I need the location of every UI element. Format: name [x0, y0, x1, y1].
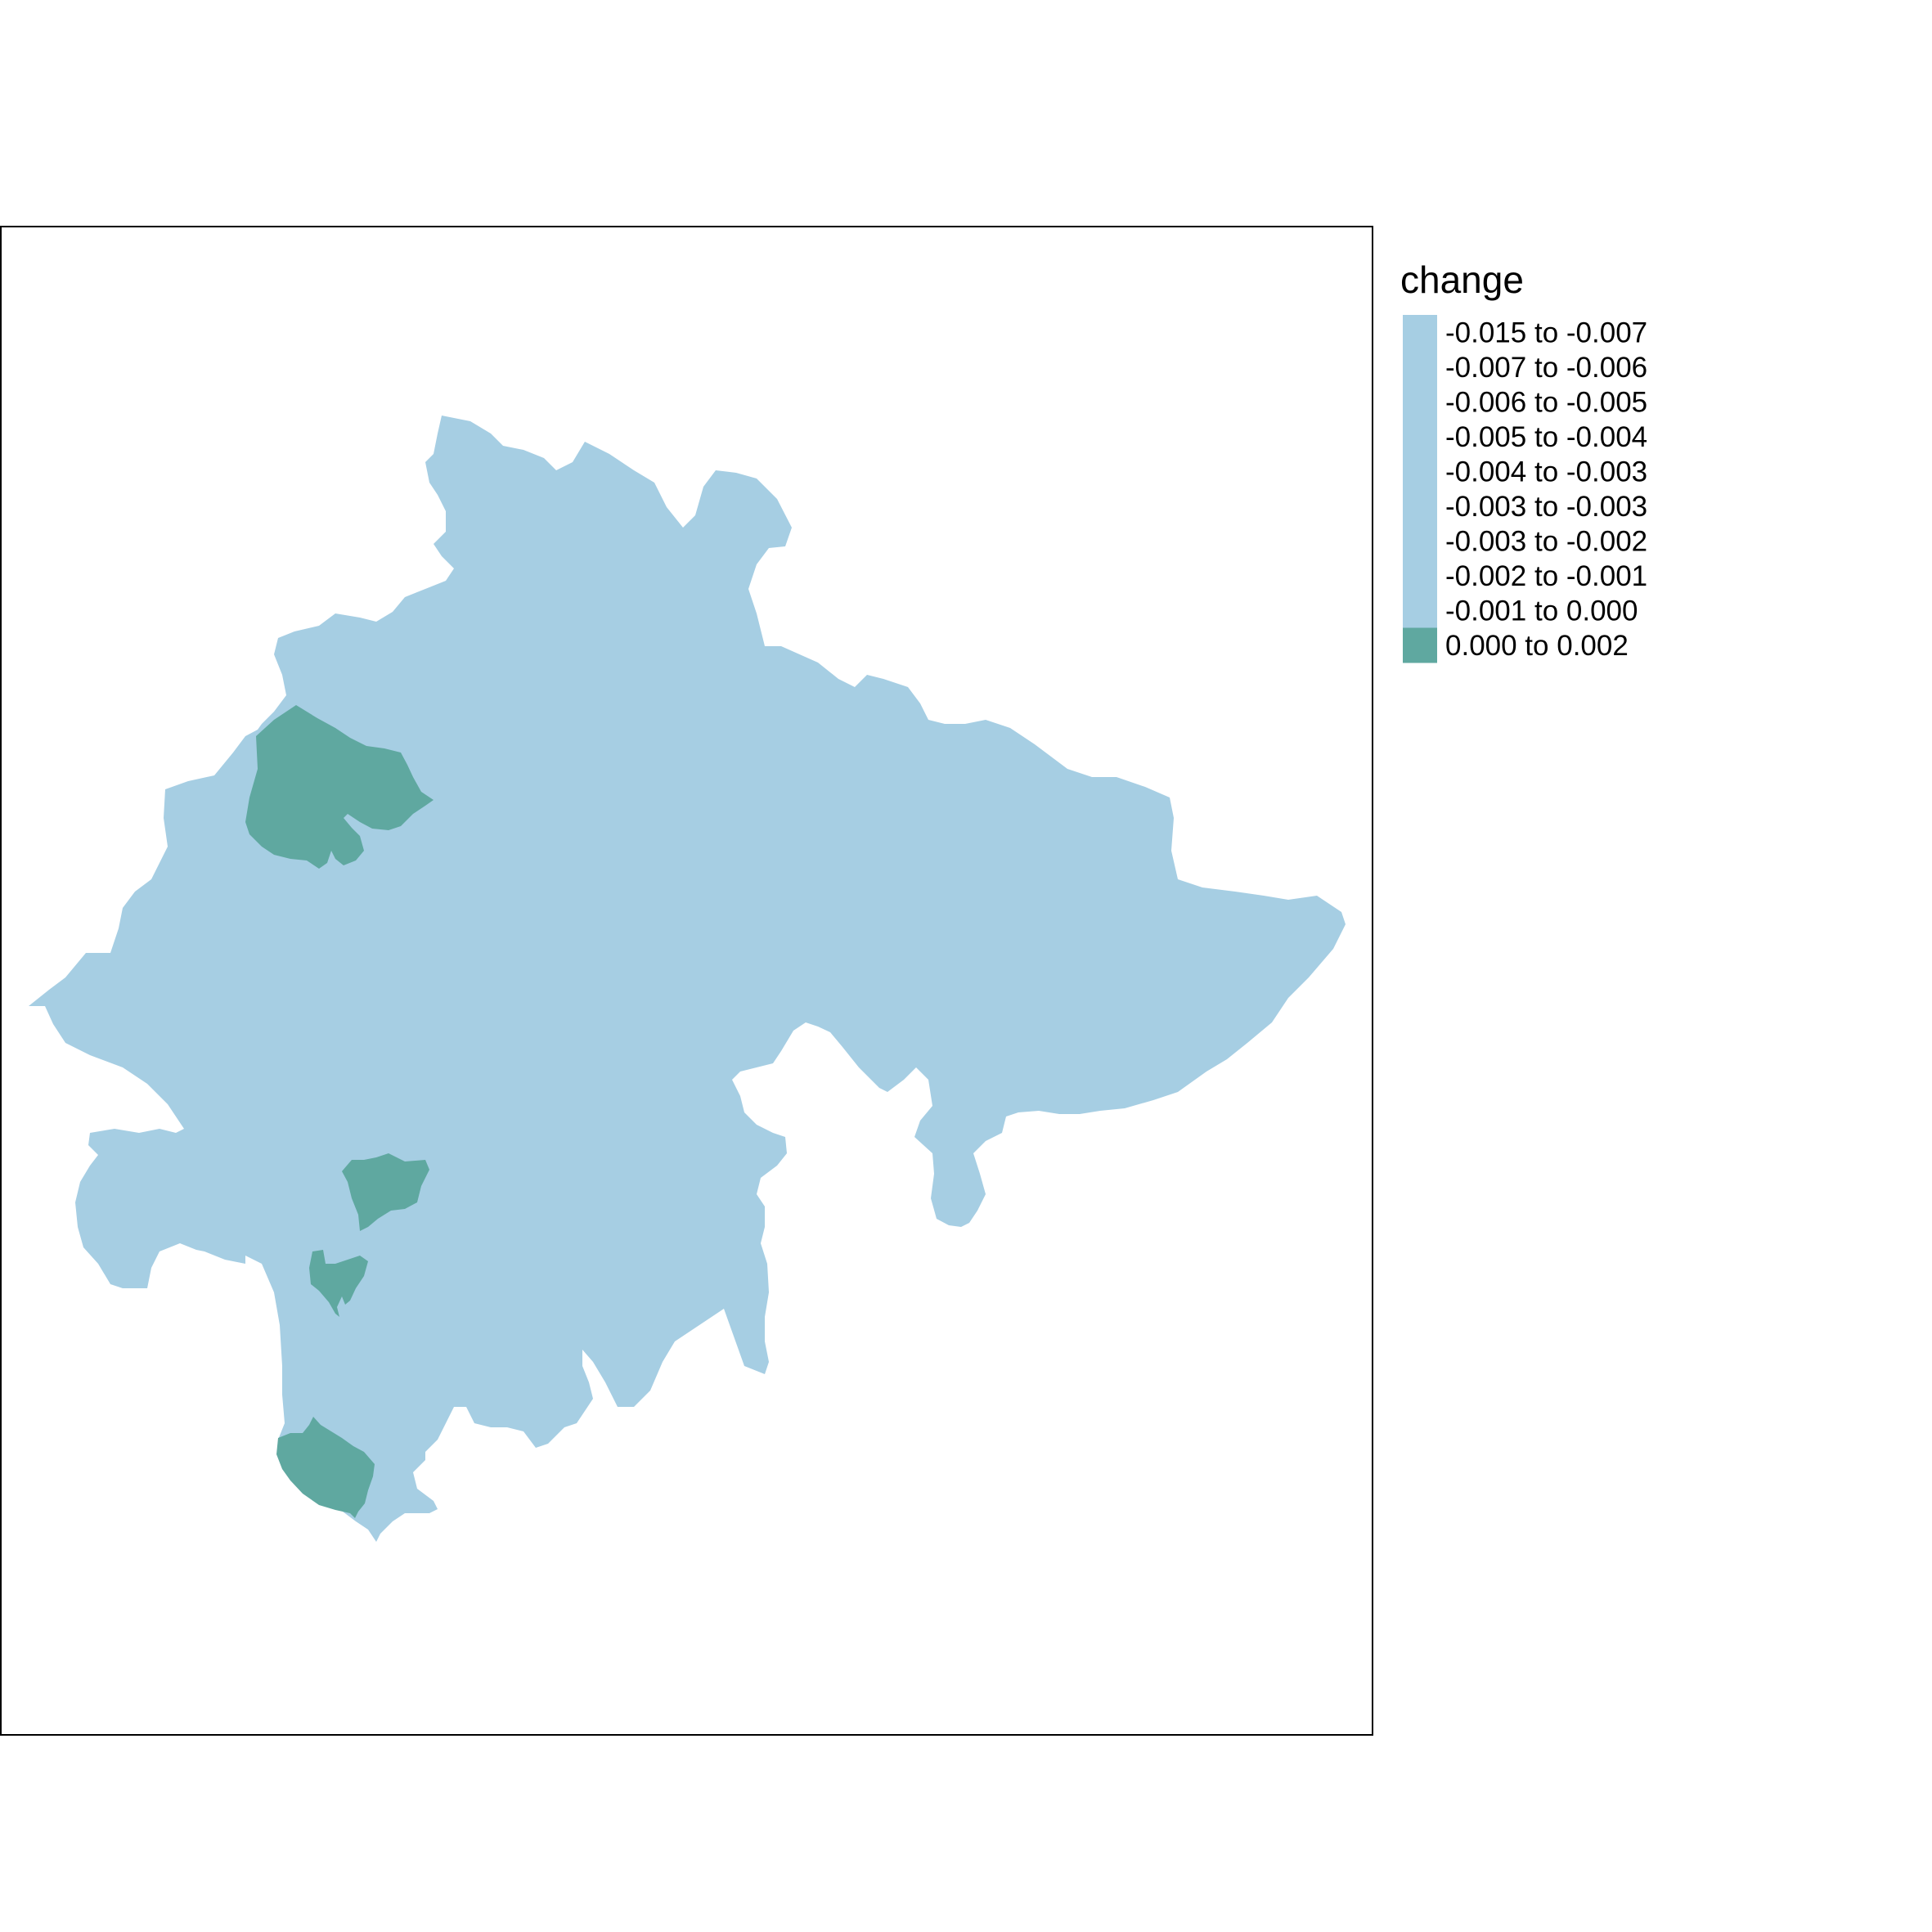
- legend-label-10: 0.000 to 0.002: [1445, 630, 1629, 662]
- legend-items: -0.015 to -0.007 -0.007 to -0.006-0.006 t…: [1403, 315, 1647, 663]
- legend-swatch-10: [1403, 627, 1437, 663]
- legend-title: change: [1400, 258, 1524, 301]
- legend-label-6: -0.003 to -0.003: [1445, 491, 1647, 523]
- legend-swatch-2: [1403, 349, 1437, 385]
- legend-label-4: -0.005 to -0.004: [1445, 421, 1647, 453]
- legend-swatch-9: [1403, 593, 1437, 628]
- legend-label-1: -0.015 to -0.007: [1445, 317, 1647, 348]
- region-positive-south-1: [309, 1250, 368, 1317]
- legend-label-8: -0.002 to -0.001: [1445, 560, 1647, 592]
- legend-swatch-8: [1403, 558, 1437, 594]
- legend-label-3: -0.006 to -0.005: [1445, 386, 1647, 418]
- legend-label-2: -0.007 to -0.006: [1445, 352, 1647, 384]
- region-positive-nw: [245, 705, 434, 869]
- legend-swatch-5: [1403, 454, 1437, 489]
- legend-label-9: -0.001 to 0.000: [1445, 595, 1638, 627]
- legend-swatch-3: [1403, 384, 1437, 420]
- legend: change -0.015 to -0.007-0.007 to -0.006-…: [1400, 258, 1647, 663]
- legend-label-5: -0.004 to -0.003: [1445, 456, 1647, 487]
- region-positive-south-2: [276, 1417, 375, 1518]
- legend-label-7: -0.003 to -0.002: [1445, 525, 1647, 557]
- legend-swatch-1: [1403, 315, 1437, 350]
- region-positive-central: [342, 1153, 429, 1231]
- legend-swatch-7: [1403, 523, 1437, 559]
- legend-swatch-4: [1403, 419, 1437, 455]
- legend-swatch-6: [1403, 488, 1437, 524]
